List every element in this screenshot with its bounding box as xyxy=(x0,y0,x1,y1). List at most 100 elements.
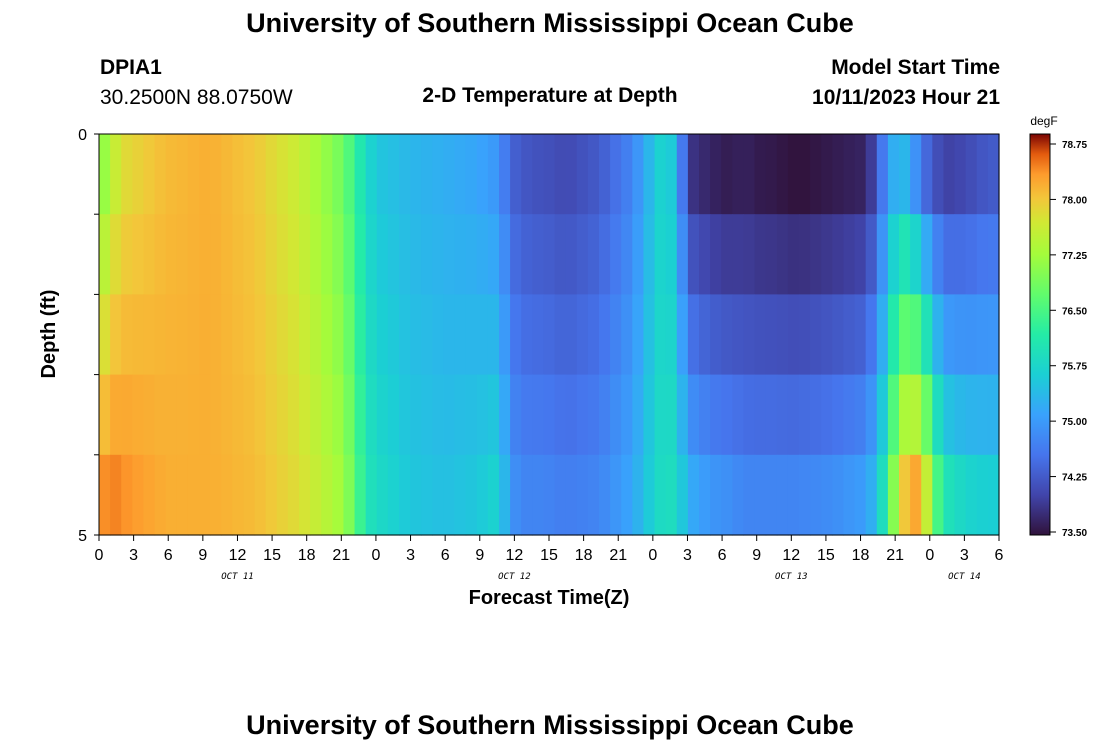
heatmap-cell xyxy=(321,214,333,295)
heatmap-cell xyxy=(476,294,489,376)
heatmap-cell xyxy=(943,374,956,456)
heatmap-cell xyxy=(732,294,745,376)
heatmap-cell xyxy=(665,134,678,215)
heatmap-cell xyxy=(710,374,722,456)
heatmap-cell xyxy=(99,134,111,215)
heatmap-cell xyxy=(443,294,456,376)
heatmap-cell xyxy=(332,454,345,536)
heatmap-cell xyxy=(787,214,800,295)
heatmap-cell xyxy=(499,214,511,295)
heatmap-cell xyxy=(287,214,300,295)
heatmap-cell xyxy=(743,214,756,295)
heatmap-cell xyxy=(665,374,678,456)
heatmap-cell xyxy=(821,374,833,456)
heatmap-cell xyxy=(843,294,856,376)
x-tick-label: 21 xyxy=(886,547,904,564)
colorbar-tick-label: 75.00 xyxy=(1062,417,1087,428)
x-tick-label: 9 xyxy=(752,547,761,564)
heatmap-cell xyxy=(599,294,611,376)
heatmap-cell xyxy=(132,214,145,295)
heatmap-cell xyxy=(421,454,433,536)
heatmap-cell xyxy=(465,134,478,215)
heatmap-cell xyxy=(99,214,111,295)
heatmap-cell xyxy=(432,134,445,215)
heatmap-cell xyxy=(765,134,778,215)
heatmap-cell xyxy=(399,134,411,215)
heatmap-cell xyxy=(443,454,456,536)
heatmap-cell xyxy=(432,294,445,376)
heatmap-cell xyxy=(299,454,311,536)
heatmap-cell xyxy=(754,134,767,215)
heatmap-cell xyxy=(810,294,822,376)
heatmap-cell xyxy=(343,294,356,376)
heatmap-cell xyxy=(487,294,500,376)
heatmap-cell xyxy=(543,374,556,456)
heatmap-cell xyxy=(987,454,1000,536)
heatmap-cell xyxy=(887,294,900,376)
heatmap-cell xyxy=(621,134,633,215)
station-coordinates: 30.2500N 88.0750W xyxy=(100,86,293,109)
temperature-heatmap-chart: 05 0 3 6 9 12 15 18 21 0 3 6 9 12 15 18 21 0 3 6 9 12 15 18 21 0… xyxy=(38,114,1087,609)
heatmap-cell xyxy=(554,294,567,376)
heatmap-cell xyxy=(654,294,667,376)
heatmap-cell xyxy=(332,214,345,295)
heatmap-cell xyxy=(265,214,278,295)
heatmap-cell xyxy=(154,134,167,215)
x-tick-label: 21 xyxy=(609,547,627,564)
heatmap-cell xyxy=(643,214,656,295)
heatmap-cell xyxy=(276,374,289,456)
heatmap-cell xyxy=(843,134,856,215)
heatmap-cell xyxy=(376,454,389,536)
x-tick-label: 3 xyxy=(129,547,138,564)
heatmap-cell xyxy=(743,134,756,215)
heatmap-cell xyxy=(621,214,633,295)
heatmap-cell xyxy=(887,374,900,456)
heatmap-cell xyxy=(699,214,711,295)
heatmap-cell xyxy=(987,294,1000,376)
heatmap-cell xyxy=(921,294,933,376)
heatmap-cell xyxy=(165,454,178,536)
heatmap-cell xyxy=(521,294,533,376)
heatmap-cell xyxy=(121,454,133,536)
heatmap-cell xyxy=(387,454,400,536)
heatmap-cell xyxy=(276,214,289,295)
heatmap-cell xyxy=(421,214,433,295)
heatmap-cell xyxy=(487,374,500,456)
heatmap-cell xyxy=(343,374,356,456)
x-tick-label: 0 xyxy=(371,547,380,564)
heatmap-cell xyxy=(976,374,989,456)
heatmap-cell xyxy=(921,454,933,536)
heatmap-cell xyxy=(643,454,656,536)
heatmap-cell xyxy=(565,134,578,215)
heatmap-cell xyxy=(899,374,911,456)
heatmap-cell xyxy=(310,214,322,295)
heatmap-cell xyxy=(721,374,733,456)
heatmap-cell xyxy=(587,214,600,295)
heatmap-cell xyxy=(910,214,922,295)
heatmap-cell xyxy=(165,294,178,376)
heatmap-cell xyxy=(176,134,189,215)
heatmap-cell xyxy=(899,454,911,536)
heatmap-cell xyxy=(365,134,378,215)
heatmap-cell xyxy=(299,214,311,295)
heatmap-cell xyxy=(687,134,700,215)
heatmap-cell xyxy=(243,134,256,215)
heatmap-cell xyxy=(776,214,789,295)
heatmap-cell xyxy=(221,134,233,215)
heatmap-cell xyxy=(865,214,878,295)
heatmap-cell xyxy=(510,374,522,456)
y-tick-label: 0 xyxy=(78,127,87,144)
heatmap-cell xyxy=(232,374,245,456)
heatmap-cell xyxy=(621,294,633,376)
heatmap-cell xyxy=(187,454,200,536)
heatmap-cell xyxy=(599,214,611,295)
heatmap-cell xyxy=(976,454,989,536)
heatmap-cell xyxy=(199,454,211,536)
x-tick-label: 21 xyxy=(332,547,350,564)
heatmap-cell xyxy=(787,294,800,376)
x-tick-label: 15 xyxy=(540,547,558,564)
heatmap-cell xyxy=(276,294,289,376)
heatmap-cell xyxy=(910,294,922,376)
x-tick-label: 18 xyxy=(852,547,870,564)
heatmap-cell xyxy=(576,454,589,536)
